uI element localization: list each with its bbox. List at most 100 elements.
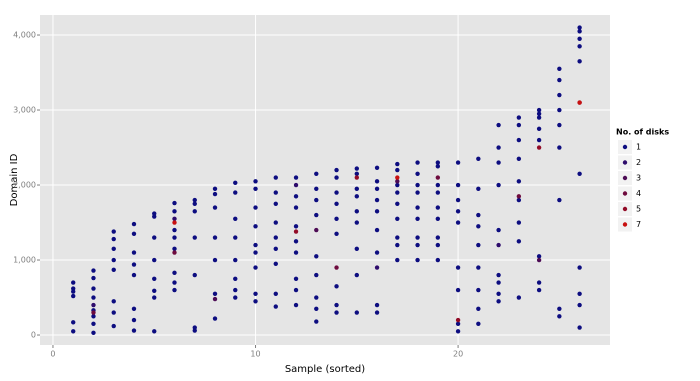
point bbox=[212, 316, 218, 321]
point bbox=[476, 186, 481, 191]
point bbox=[536, 145, 542, 150]
point bbox=[273, 304, 278, 309]
point bbox=[152, 295, 157, 300]
point bbox=[172, 209, 177, 214]
point bbox=[476, 287, 481, 293]
point bbox=[395, 182, 400, 188]
point bbox=[415, 190, 420, 195]
point bbox=[293, 224, 299, 229]
point bbox=[395, 201, 400, 206]
point bbox=[91, 321, 96, 326]
point bbox=[172, 287, 177, 293]
point bbox=[435, 235, 441, 240]
point bbox=[455, 287, 461, 293]
point bbox=[212, 291, 218, 296]
legend-label: 1 bbox=[636, 143, 641, 152]
point bbox=[253, 291, 258, 296]
point bbox=[354, 272, 360, 278]
point bbox=[91, 314, 96, 319]
point bbox=[354, 310, 360, 315]
point bbox=[293, 250, 299, 255]
point bbox=[233, 180, 238, 185]
point bbox=[516, 197, 522, 203]
point bbox=[334, 231, 339, 236]
point bbox=[496, 145, 501, 150]
point bbox=[374, 302, 380, 308]
point bbox=[293, 239, 299, 244]
point bbox=[455, 220, 461, 225]
point bbox=[131, 262, 137, 267]
point bbox=[152, 235, 157, 240]
point bbox=[536, 115, 542, 120]
point bbox=[516, 220, 522, 225]
point bbox=[577, 291, 582, 296]
point bbox=[354, 175, 360, 180]
point bbox=[557, 107, 562, 113]
point bbox=[476, 321, 481, 326]
point bbox=[536, 107, 542, 113]
point bbox=[91, 330, 96, 335]
point bbox=[253, 242, 258, 248]
point bbox=[435, 160, 441, 165]
point bbox=[557, 122, 562, 128]
point bbox=[435, 205, 441, 210]
point bbox=[111, 299, 116, 304]
point bbox=[577, 59, 582, 64]
point bbox=[253, 205, 258, 210]
point bbox=[273, 235, 278, 240]
point bbox=[536, 126, 542, 131]
point bbox=[314, 272, 319, 278]
point bbox=[212, 186, 218, 191]
point bbox=[536, 257, 542, 263]
legend-marker bbox=[622, 206, 628, 212]
point bbox=[395, 216, 400, 221]
point bbox=[354, 186, 360, 191]
point bbox=[415, 160, 420, 165]
point bbox=[314, 227, 319, 233]
point bbox=[395, 161, 400, 167]
point bbox=[435, 190, 441, 195]
point bbox=[557, 145, 562, 150]
point bbox=[212, 235, 218, 240]
point bbox=[334, 190, 339, 195]
point bbox=[172, 220, 177, 225]
point bbox=[374, 209, 380, 214]
point bbox=[455, 321, 461, 326]
point bbox=[496, 122, 501, 128]
point bbox=[314, 212, 319, 218]
point bbox=[354, 194, 360, 199]
point bbox=[496, 227, 501, 233]
point bbox=[273, 175, 278, 180]
point bbox=[71, 293, 76, 299]
point bbox=[131, 221, 137, 227]
point bbox=[577, 44, 582, 49]
point bbox=[293, 205, 299, 210]
point bbox=[212, 257, 218, 263]
legend-marker bbox=[622, 160, 628, 165]
legend-label: 4 bbox=[636, 189, 641, 198]
point bbox=[354, 171, 360, 176]
point bbox=[516, 156, 522, 161]
point bbox=[293, 175, 299, 180]
point bbox=[415, 182, 420, 188]
point bbox=[455, 317, 461, 323]
point bbox=[516, 194, 522, 199]
point bbox=[334, 175, 339, 180]
point bbox=[455, 329, 461, 334]
point bbox=[577, 265, 582, 270]
point bbox=[455, 209, 461, 214]
point bbox=[516, 295, 522, 300]
point bbox=[71, 329, 76, 334]
point bbox=[435, 164, 441, 169]
point bbox=[374, 165, 380, 170]
point bbox=[233, 276, 238, 281]
point bbox=[496, 272, 501, 278]
point bbox=[374, 179, 380, 184]
point bbox=[374, 197, 380, 203]
point bbox=[395, 235, 400, 240]
point bbox=[557, 92, 562, 98]
x-tick-label: 10 bbox=[250, 350, 260, 359]
legend-marker bbox=[622, 222, 628, 227]
point bbox=[172, 280, 177, 285]
point bbox=[557, 77, 562, 83]
